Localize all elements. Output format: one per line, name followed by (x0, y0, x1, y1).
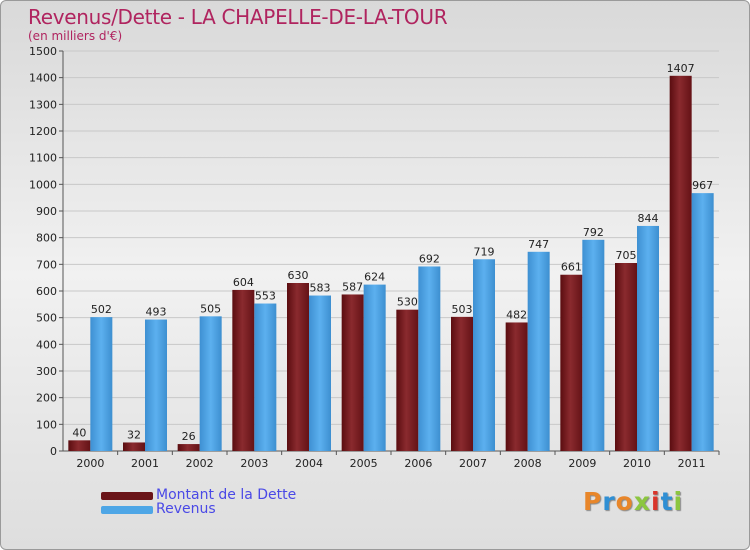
y-tick-label: 1200 (29, 125, 57, 138)
data-label-debt: 1407 (667, 62, 695, 75)
bar-debt (615, 263, 637, 451)
data-label-debt: 40 (72, 426, 86, 439)
bar-revenue (309, 295, 331, 451)
bar-revenue (637, 225, 659, 451)
y-tick-label: 1100 (29, 152, 57, 165)
data-label-revenue: 967 (692, 179, 713, 192)
data-label-debt: 530 (397, 296, 418, 309)
bar-debt (451, 316, 473, 451)
bar-debt (68, 440, 91, 451)
x-tick-label: 2011 (678, 457, 706, 470)
logo-letter: P (583, 487, 603, 516)
data-label-revenue: 493 (146, 306, 167, 319)
data-label-debt: 32 (127, 428, 141, 441)
logo-letter: i (673, 487, 684, 516)
data-label-debt: 26 (182, 430, 196, 443)
legend-label-debt: Montant de la Dette (156, 487, 297, 503)
bar-debt (287, 283, 309, 451)
x-tick-label: 2008 (514, 457, 542, 470)
bar-revenue (145, 319, 167, 451)
legend-swatch-debt (101, 492, 153, 500)
proxiti-logo: Proxiti (583, 487, 683, 516)
chart-subtitle: (en milliers d'€) (28, 29, 123, 43)
y-tick-label: 900 (36, 205, 57, 218)
y-tick-label: 0 (50, 445, 57, 458)
y-tick-label: 600 (36, 285, 57, 298)
data-label-revenue: 583 (310, 282, 331, 295)
bar-revenue (254, 303, 277, 451)
logo-letter: x (633, 487, 651, 516)
bar-revenue (90, 317, 113, 451)
data-label-debt: 587 (342, 280, 363, 293)
data-label-revenue: 747 (528, 238, 549, 251)
chart-title: Revenus/Dette - LA CHAPELLE-DE-LA-TOUR (28, 5, 448, 29)
data-label-debt: 482 (506, 308, 527, 321)
y-tick-label: 500 (36, 312, 57, 325)
y-tick-label: 1000 (29, 178, 57, 191)
bar-debt (123, 442, 145, 451)
data-label-revenue: 624 (364, 271, 385, 284)
x-tick-label: 2004 (295, 457, 323, 470)
y-tick-label: 700 (36, 258, 57, 271)
x-tick-label: 2007 (459, 457, 487, 470)
y-tick-label: 300 (36, 365, 57, 378)
legend-label-revenue: Revenus (156, 501, 216, 517)
x-tick-label: 2005 (350, 457, 378, 470)
y-tick-label: 100 (36, 418, 57, 431)
y-tick-label: 1500 (29, 45, 57, 58)
x-tick-label: 2001 (131, 457, 159, 470)
logo-letter: r (602, 487, 616, 516)
x-tick-label: 2000 (76, 457, 104, 470)
x-tick-label: 2003 (240, 457, 268, 470)
logo-letter: o (615, 487, 634, 516)
bar-revenue (527, 251, 550, 451)
bar-debt (396, 309, 419, 451)
y-tick-label: 800 (36, 232, 57, 245)
bar-revenue (691, 193, 714, 451)
data-label-revenue: 719 (474, 245, 495, 258)
y-tick-label: 400 (36, 338, 57, 351)
logo-letter: i (651, 487, 661, 516)
x-tick-label: 2002 (186, 457, 214, 470)
data-label-debt: 705 (616, 249, 637, 262)
data-label-revenue: 502 (91, 303, 112, 316)
bar-revenue (473, 259, 495, 451)
bar-debt (341, 294, 364, 451)
x-tick-label: 2006 (404, 457, 432, 470)
bar-debt (505, 322, 528, 451)
data-label-revenue: 792 (583, 226, 604, 239)
x-tick-label: 2010 (623, 457, 651, 470)
data-label-debt: 503 (452, 303, 473, 316)
bar-revenue (199, 316, 222, 451)
x-tick-label: 2009 (568, 457, 596, 470)
data-label-revenue: 553 (255, 290, 276, 303)
data-label-revenue: 844 (638, 212, 659, 225)
bar-debt (560, 274, 583, 451)
bar-debt (232, 289, 255, 451)
data-label-revenue: 692 (419, 252, 440, 265)
bar-debt (177, 444, 200, 451)
bar-debt (669, 75, 692, 452)
logo-letter: t (660, 487, 674, 516)
bar-revenue (582, 239, 605, 451)
data-label-debt: 604 (233, 276, 254, 289)
y-tick-label: 1400 (29, 72, 57, 85)
data-label-revenue: 505 (200, 302, 221, 315)
legend-swatch-revenue (101, 506, 153, 514)
data-label-debt: 661 (561, 261, 582, 274)
bar-revenue (418, 266, 441, 451)
y-tick-label: 1300 (29, 98, 57, 111)
bar-revenue (363, 284, 386, 451)
data-label-debt: 630 (288, 269, 309, 282)
y-tick-label: 200 (36, 392, 57, 405)
